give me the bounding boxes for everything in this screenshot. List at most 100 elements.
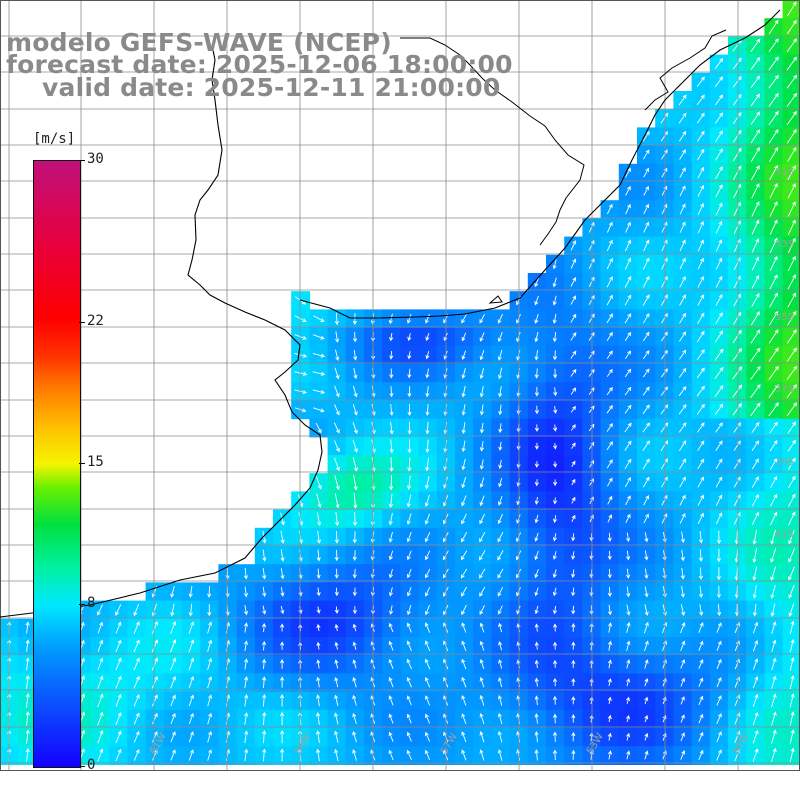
wind-arrow xyxy=(207,675,213,689)
wind-arrow xyxy=(625,167,631,178)
wind-arrow xyxy=(407,457,412,472)
wind-arrow xyxy=(334,712,339,725)
wind-arrow xyxy=(388,512,393,526)
wind-arrow xyxy=(768,110,779,126)
wind-arrow xyxy=(660,112,669,124)
wind-arrow xyxy=(97,621,104,634)
wind-arrow xyxy=(461,658,467,670)
wind-arrow xyxy=(642,131,650,142)
wind-arrow xyxy=(552,623,558,632)
wind-arrow xyxy=(624,239,632,252)
wind-arrow xyxy=(716,658,722,670)
wind-arrow xyxy=(732,347,742,362)
wind-arrow xyxy=(624,294,632,306)
wind-arrow xyxy=(334,312,340,326)
wind-arrow xyxy=(406,731,412,742)
wind-arrow xyxy=(552,295,557,306)
wind-arrow xyxy=(606,294,613,306)
wind-arrow xyxy=(388,568,393,579)
wind-arrow xyxy=(353,350,358,361)
wind-arrow xyxy=(461,586,467,597)
wind-arrow xyxy=(406,550,412,561)
wind-arrow xyxy=(424,604,430,616)
wind-arrow xyxy=(315,748,321,762)
wind-arrow xyxy=(552,515,558,524)
wind-arrow xyxy=(316,676,321,688)
wind-arrow xyxy=(534,313,539,324)
wind-arrow xyxy=(461,313,467,324)
wind-arrow xyxy=(787,292,797,308)
wind-arrow xyxy=(352,694,357,706)
wind-arrow xyxy=(552,497,558,505)
wind-arrow xyxy=(552,259,557,270)
wind-arrow xyxy=(225,567,230,580)
wind-arrow xyxy=(352,712,357,725)
wind-arrow xyxy=(479,713,485,725)
wind-arrow xyxy=(534,749,539,761)
wind-arrow xyxy=(498,404,503,416)
wind-arrow xyxy=(534,550,539,561)
wind-arrow xyxy=(715,130,723,143)
wind-arrow xyxy=(680,549,685,562)
wind-arrow xyxy=(715,202,723,216)
wind-arrow xyxy=(424,586,431,597)
wind-arrow xyxy=(750,93,761,107)
wind-arrow xyxy=(696,403,705,415)
wind-arrow xyxy=(115,730,122,744)
wind-arrow xyxy=(642,257,650,270)
wind-arrow xyxy=(624,476,631,488)
wind-arrow xyxy=(352,749,357,761)
wind-arrow xyxy=(786,56,797,71)
wind-arrow xyxy=(188,749,194,761)
wind-arrow xyxy=(714,330,723,343)
wind-arrow xyxy=(406,713,412,724)
wind-arrow xyxy=(697,184,705,197)
wind-arrow xyxy=(751,293,760,307)
wind-arrow xyxy=(697,221,704,234)
wind-arrow xyxy=(334,606,339,614)
wind-arrow xyxy=(315,712,321,725)
wind-arrow xyxy=(642,331,650,342)
wind-arrow xyxy=(697,330,705,343)
wind-arrow xyxy=(534,532,539,542)
wind-arrow xyxy=(552,569,557,579)
wind-arrow xyxy=(388,640,394,651)
wind-arrow xyxy=(660,458,668,470)
wind-arrow xyxy=(606,331,613,341)
wind-arrow xyxy=(352,550,357,561)
wind-arrow xyxy=(714,385,724,397)
wind-arrow xyxy=(552,749,558,761)
title-valid-date: valid date: 2025-12-11 21:00:00 xyxy=(42,73,501,102)
wind-arrow xyxy=(624,368,632,378)
wind-arrow xyxy=(625,203,631,215)
wind-arrow xyxy=(188,712,194,725)
wind-arrow xyxy=(786,365,797,380)
wind-arrow xyxy=(732,112,742,125)
wind-arrow xyxy=(133,639,140,653)
wind-arrow xyxy=(534,587,539,597)
wind-arrow xyxy=(680,604,686,617)
wind-arrow xyxy=(789,638,795,653)
wind-arrow xyxy=(151,603,157,617)
wind-arrow xyxy=(388,676,394,688)
wind-arrow xyxy=(97,730,104,744)
wind-arrow xyxy=(479,513,486,525)
wind-arrow xyxy=(624,386,632,396)
colorbar-tick xyxy=(79,463,85,464)
wind-arrow xyxy=(151,657,159,671)
wind-arrow xyxy=(786,347,797,362)
wind-arrow xyxy=(188,603,193,617)
wind-arrow xyxy=(388,713,394,724)
wind-arrow xyxy=(312,371,326,376)
wind-arrow xyxy=(498,386,503,398)
wind-arrow xyxy=(498,641,503,651)
wind-arrow xyxy=(424,749,431,761)
title-model: modelo GEFS-WAVE (NCEP) xyxy=(6,28,392,57)
wind-arrow xyxy=(571,641,576,650)
wind-arrow xyxy=(334,475,340,491)
wind-arrow xyxy=(388,550,394,561)
wind-arrow xyxy=(734,694,741,707)
wind-arrow xyxy=(312,389,326,395)
wind-arrow xyxy=(498,423,503,434)
wind-arrow xyxy=(680,714,685,723)
